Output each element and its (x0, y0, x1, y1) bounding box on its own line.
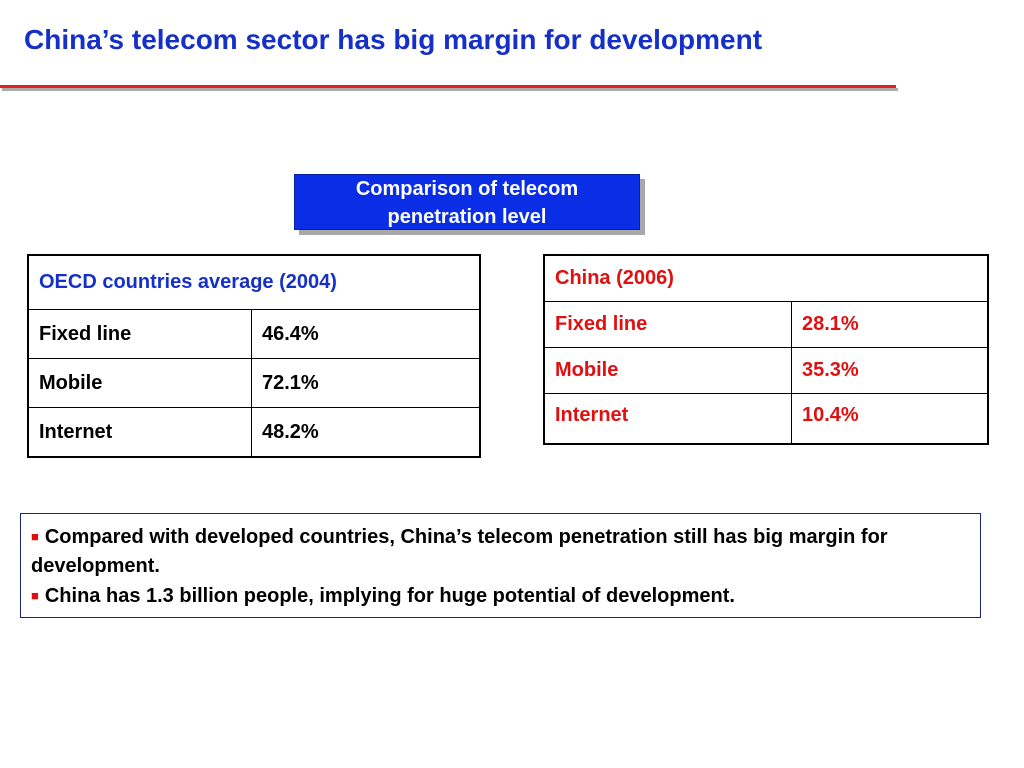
comparison-label-line2: penetration level (387, 206, 547, 228)
china-row-value: 10.4% (791, 393, 989, 444)
note-text: Compared with developed countries, China… (31, 526, 888, 577)
title-underline (0, 85, 896, 88)
china-row-label: Internet (543, 393, 792, 444)
oecd-row-value: 72.1% (251, 358, 481, 408)
note-text: China has 1.3 billion people, implying f… (44, 585, 735, 607)
china-row-label: Fixed line (543, 301, 792, 348)
china-table-header: China (2006) (543, 254, 989, 302)
oecd-table: OECD countries average (2004) Fixed line… (27, 254, 481, 458)
notes-box: ■ Compared with developed countries, Chin… (20, 513, 981, 618)
china-row-label: Mobile (543, 347, 792, 394)
comparison-label-line1: Comparison of telecom (355, 178, 579, 200)
table-row: Fixed line 28.1% (543, 301, 989, 348)
comparison-label-box: Comparison of telecom penetration level (294, 174, 640, 230)
china-row-value: 28.1% (791, 301, 989, 348)
table-row: Fixed line 46.4% (27, 309, 481, 359)
square-bullet-icon: ■ (31, 588, 39, 603)
square-bullet-icon: ■ (31, 529, 39, 544)
table-row: Mobile 72.1% (27, 358, 481, 408)
note-item: ■ China has 1.3 billion people, implying … (31, 581, 970, 611)
slide-title: China’s telecom sector has big margin fo… (24, 24, 763, 55)
note-item: ■ Compared with developed countries, Chin… (31, 522, 970, 581)
oecd-row-value: 46.4% (251, 309, 481, 359)
table-row: Internet 10.4% (543, 393, 989, 444)
china-table: China (2006) Fixed line 28.1% Mobile 35.… (543, 254, 989, 445)
oecd-row-label: Fixed line (27, 309, 252, 359)
table-header-row: China (2006) (543, 254, 989, 302)
table-header-row: OECD countries average (2004) (27, 254, 481, 310)
table-row: Internet 48.2% (27, 407, 481, 458)
oecd-row-value: 48.2% (251, 407, 481, 458)
oecd-row-label: Internet (27, 407, 252, 458)
china-row-value: 35.3% (791, 347, 989, 394)
oecd-row-label: Mobile (27, 358, 252, 408)
table-row: Mobile 35.3% (543, 347, 989, 394)
oecd-table-header: OECD countries average (2004) (27, 254, 481, 310)
